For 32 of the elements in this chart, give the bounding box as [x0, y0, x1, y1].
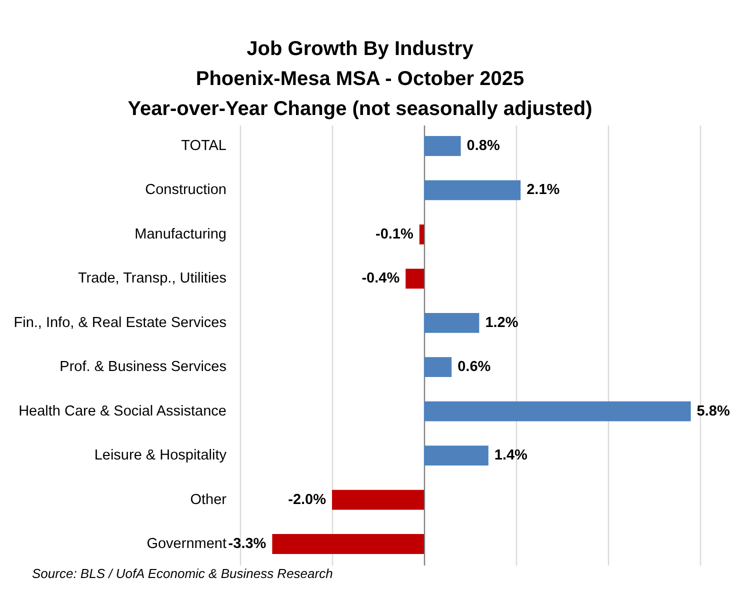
data-label: -3.3% [228, 536, 266, 552]
chart-title: Job Growth By Industry Phoenix-Mesa MSA - October 2025 Year-over-Year Change (not seasonally adjusted) [128, 38, 592, 120]
data-label: 1.2% [485, 314, 518, 331]
bar [424, 446, 488, 466]
bar [424, 136, 461, 156]
y-tick-label: TOTAL [181, 138, 226, 154]
data-label: -0.1% [376, 226, 414, 242]
data-label: -2.0% [288, 492, 326, 508]
bar [332, 490, 424, 510]
data-label: 2.1% [526, 182, 560, 198]
y-tick-label: Trade, Transp., Utilities [78, 270, 226, 287]
y-tick-label: Health Care & Social Assistance [18, 403, 226, 420]
data-label: -0.4% [362, 270, 400, 287]
bar [424, 401, 691, 422]
y-tick-label: Construction [145, 182, 226, 198]
bar [424, 357, 452, 378]
y-tick-label: Fin., Info, & Real Estate Services [14, 314, 226, 331]
data-label: 0.8% [466, 138, 500, 154]
bar [406, 268, 424, 289]
data-label: 0.6% [458, 359, 491, 376]
y-tick-label: Leisure & Hospitality [94, 448, 228, 464]
y-tick-label: Other [190, 492, 227, 508]
bar [424, 180, 521, 200]
bar [419, 224, 424, 244]
y-tick-label: Prof. & Business Services [60, 359, 226, 376]
y-tick-label: Manufacturing [134, 226, 226, 242]
source-note: Source: BLS / UofA Economic & Business Research [32, 566, 333, 581]
y-tick-label: Government [146, 536, 226, 552]
bar [272, 534, 424, 554]
data-label: 1.4% [494, 448, 528, 464]
bar [424, 312, 480, 333]
data-label: 5.8% [696, 403, 730, 420]
